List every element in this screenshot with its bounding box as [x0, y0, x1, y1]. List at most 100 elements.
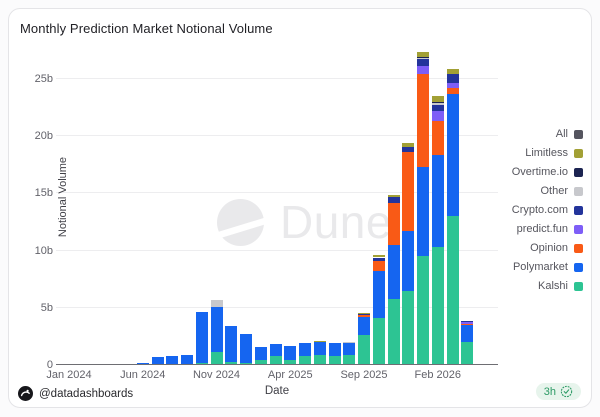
- bar-segment-polymarket[interactable]: [461, 324, 474, 343]
- bar-segment-kalshi[interactable]: [313, 354, 326, 365]
- bar-segment-crypto-com[interactable]: [387, 197, 400, 204]
- legend-item-overtime-io[interactable]: Overtime.io: [512, 166, 583, 178]
- bar-segment-opinion[interactable]: [402, 152, 415, 231]
- bar-segment-kalshi[interactable]: [431, 247, 444, 365]
- bar-sep-2024[interactable]: [181, 47, 193, 365]
- bar-segment-kalshi[interactable]: [195, 362, 208, 365]
- legend-item-predict-fun[interactable]: predict.fun: [517, 223, 583, 235]
- bar-oct-2025[interactable]: [372, 47, 385, 365]
- bar-segment-kalshi[interactable]: [225, 361, 238, 365]
- legend-item-kalshi[interactable]: Kalshi: [538, 280, 583, 292]
- legend-item-all[interactable]: All: [556, 128, 583, 140]
- bar-segment-polymarket[interactable]: [269, 343, 282, 356]
- bar-segment-polymarket[interactable]: [195, 312, 208, 363]
- bar-aug-2024[interactable]: [166, 47, 179, 365]
- bar-segment-polymarket[interactable]: [343, 342, 356, 355]
- bar-segment-other[interactable]: [343, 341, 356, 343]
- legend-item-other[interactable]: Other: [540, 185, 583, 197]
- bar-segment-other[interactable]: [431, 102, 444, 106]
- bar-mar-2024[interactable]: [92, 47, 105, 365]
- bar-segment-limitless[interactable]: [431, 96, 444, 102]
- bar-segment-polymarket[interactable]: [254, 346, 267, 360]
- bar-segment-polymarket[interactable]: [210, 306, 223, 353]
- bar-segment-opinion[interactable]: [372, 260, 385, 272]
- bar-segment-kalshi[interactable]: [446, 215, 459, 365]
- bar-oct-2024[interactable]: [195, 47, 208, 365]
- bar-jan-2026[interactable]: [417, 47, 429, 365]
- bar-segment-polymarket[interactable]: [387, 245, 400, 300]
- bar-segment-limitless[interactable]: [313, 340, 326, 342]
- bar-segment-kalshi[interactable]: [417, 255, 429, 365]
- bar-jul-2025[interactable]: [328, 47, 341, 365]
- bar-segment-polymarket[interactable]: [151, 357, 164, 365]
- bar-segment-kalshi[interactable]: [387, 299, 400, 365]
- bar-segment-polymarket[interactable]: [402, 230, 415, 291]
- bar-segment-kalshi[interactable]: [461, 342, 474, 365]
- bar-segment-crypto-com[interactable]: [461, 320, 474, 323]
- bar-segment-polymarket[interactable]: [284, 346, 297, 360]
- bar-segment-polymarket[interactable]: [446, 94, 459, 216]
- bar-segment-opinion[interactable]: [446, 88, 459, 95]
- bar-segment-opinion[interactable]: [417, 74, 429, 167]
- bar-segment-crypto-com[interactable]: [358, 313, 370, 315]
- bar-aug-2025[interactable]: [343, 47, 356, 365]
- bar-dec-2024[interactable]: [225, 47, 238, 365]
- bar-segment-limitless[interactable]: [417, 52, 429, 58]
- bar-segment-overtime-io[interactable]: [431, 101, 444, 103]
- bar-segment-opinion[interactable]: [431, 120, 444, 155]
- legend-item-crypto-com[interactable]: Crypto.com: [512, 204, 583, 216]
- bar-segment-predict-fun[interactable]: [446, 83, 459, 89]
- bar-segment-polymarket[interactable]: [313, 341, 326, 355]
- bar-segment-predict-fun[interactable]: [431, 110, 444, 121]
- bar-feb-2025[interactable]: [254, 47, 267, 365]
- bar-segment-crypto-com[interactable]: [402, 146, 415, 153]
- bar-segment-crypto-com[interactable]: [446, 73, 459, 84]
- bar-segment-kalshi[interactable]: [284, 359, 297, 365]
- bar-apr-2024[interactable]: [107, 47, 120, 365]
- bar-apr-2026[interactable]: [461, 47, 474, 365]
- bar-segment-polymarket[interactable]: [328, 343, 341, 356]
- bar-nov-2024[interactable]: [210, 47, 223, 365]
- bar-segment-crypto-com[interactable]: [431, 105, 444, 111]
- bar-segment-polymarket[interactable]: [431, 154, 444, 248]
- bar-jul-2024[interactable]: [151, 47, 164, 365]
- bar-segment-predict-fun[interactable]: [461, 322, 474, 324]
- bar-segment-predict-fun[interactable]: [417, 66, 429, 75]
- bar-segment-kalshi[interactable]: [240, 362, 252, 365]
- bar-jun-2024[interactable]: [136, 47, 149, 365]
- bar-segment-polymarket[interactable]: [299, 343, 311, 357]
- bar-segment-polymarket[interactable]: [181, 355, 193, 365]
- bar-feb-2026[interactable]: [431, 47, 444, 365]
- bar-jan-2025[interactable]: [240, 47, 252, 365]
- bar-segment-other[interactable]: [210, 299, 223, 307]
- bar-segment-polymarket[interactable]: [358, 316, 370, 336]
- bar-segment-polymarket[interactable]: [240, 333, 252, 363]
- bar-may-2025[interactable]: [299, 47, 311, 365]
- bar-segment-kalshi[interactable]: [358, 335, 370, 365]
- bar-segment-polymarket[interactable]: [166, 355, 179, 365]
- bar-apr-2025[interactable]: [284, 47, 297, 365]
- bar-segment-other[interactable]: [417, 57, 429, 60]
- bar-dec-2025[interactable]: [402, 47, 415, 365]
- bar-segment-kalshi[interactable]: [254, 359, 267, 365]
- bar-mar-2025[interactable]: [269, 47, 282, 365]
- bar-segment-crypto-com[interactable]: [417, 59, 429, 67]
- bar-nov-2025[interactable]: [387, 47, 400, 365]
- bar-segment-overtime-io[interactable]: [417, 56, 429, 58]
- bar-segment-crypto-com[interactable]: [372, 257, 385, 261]
- bar-segment-polymarket[interactable]: [225, 326, 238, 362]
- bar-segment-limitless[interactable]: [402, 143, 415, 147]
- legend-item-opinion[interactable]: Opinion: [530, 242, 583, 254]
- bar-segment-kalshi[interactable]: [210, 352, 223, 365]
- bar-segment-kalshi[interactable]: [269, 355, 282, 365]
- bar-segment-polymarket[interactable]: [372, 271, 385, 319]
- bar-segment-limitless[interactable]: [446, 68, 459, 74]
- legend-item-limitless[interactable]: Limitless: [525, 147, 583, 159]
- bar-segment-kalshi[interactable]: [328, 355, 341, 365]
- bar-segment-polymarket[interactable]: [417, 166, 429, 256]
- bar-segment-opinion[interactable]: [387, 203, 400, 246]
- bar-segment-limitless[interactable]: [387, 194, 400, 198]
- bar-segment-opinion[interactable]: [461, 323, 474, 325]
- bar-sep-2025[interactable]: [358, 47, 370, 365]
- bar-mar-2026[interactable]: [446, 47, 459, 365]
